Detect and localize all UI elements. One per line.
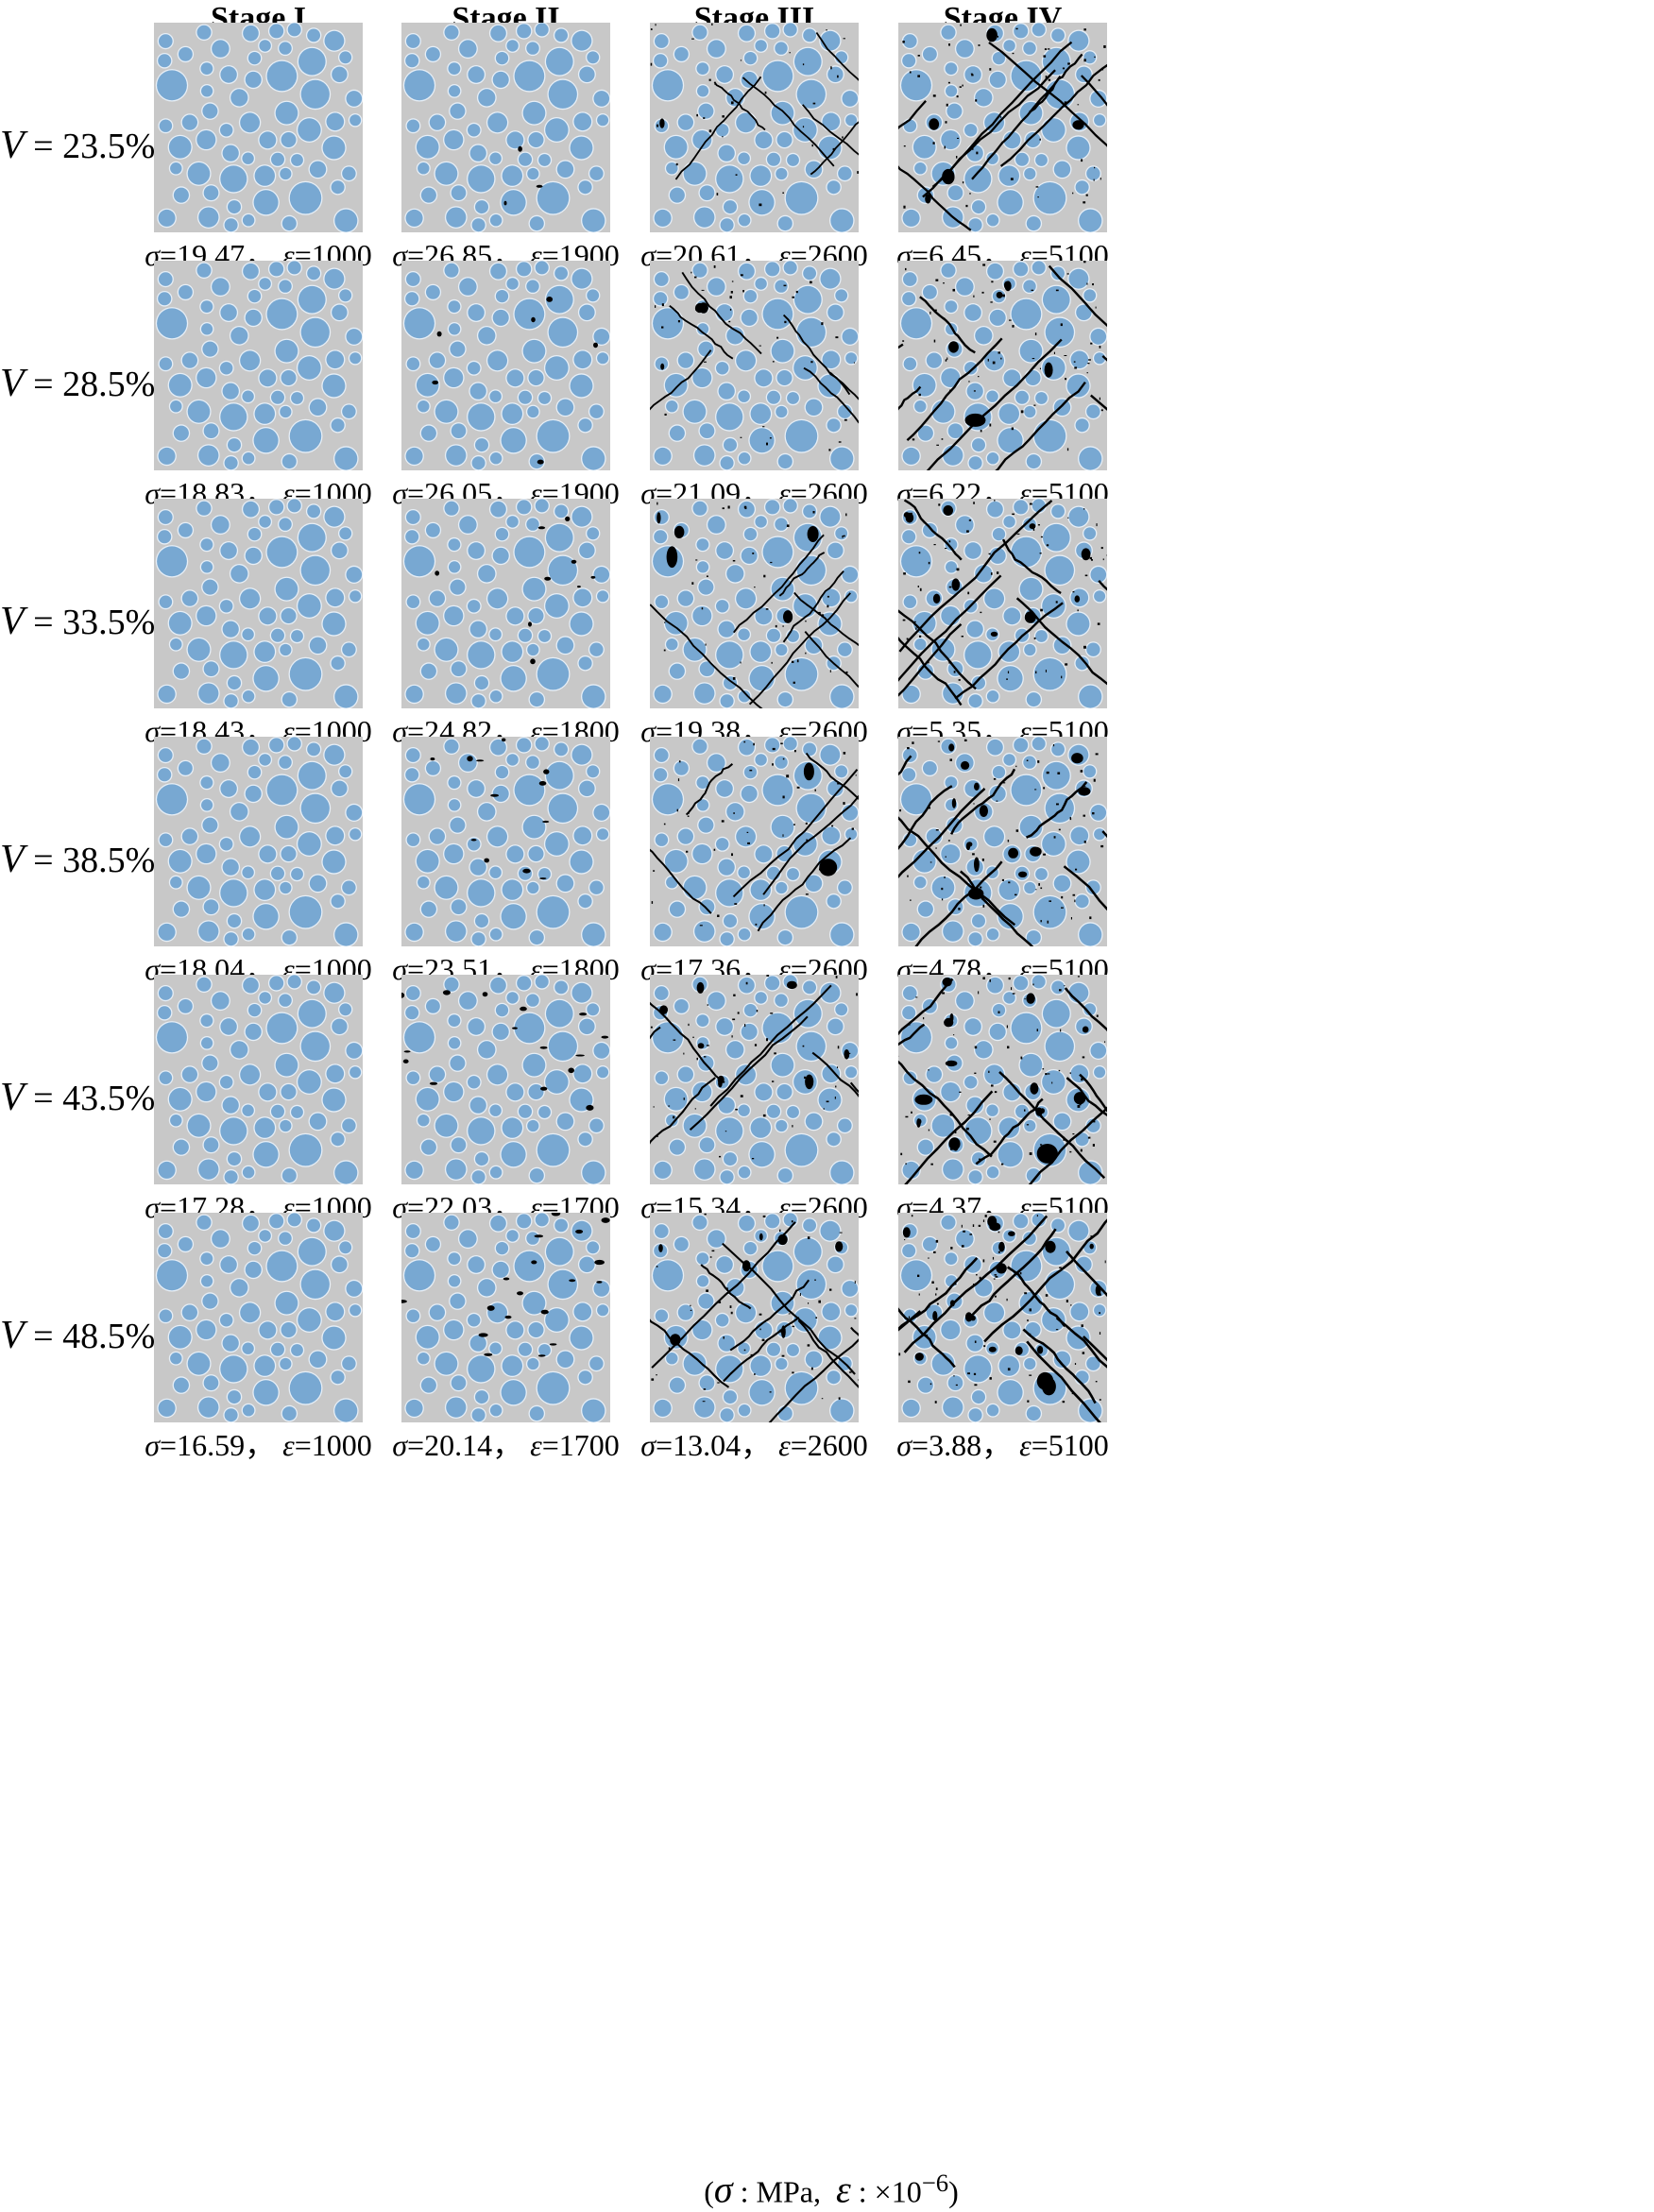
damage-panel [401, 23, 610, 232]
damage-panel [401, 261, 610, 470]
strain-value: 5100 [1049, 1428, 1109, 1462]
volume-value: = 23.5% [33, 127, 155, 166]
damage-panel [401, 499, 610, 708]
damage-panel [898, 737, 1107, 946]
specimen-image [898, 737, 1107, 946]
stress-value: 20.14 [424, 1428, 492, 1462]
specimen-image [154, 23, 363, 232]
specimen-image [898, 1213, 1107, 1422]
volume-value: = 38.5% [33, 841, 155, 880]
damage-panel [898, 261, 1107, 470]
damage-panel [154, 975, 363, 1184]
damage-panel [650, 1213, 859, 1422]
damage-panel [898, 975, 1107, 1184]
damage-panel [401, 1213, 610, 1422]
specimen-image [650, 23, 859, 232]
specimen-image [154, 261, 363, 470]
stress-value: 3.88 [929, 1428, 981, 1462]
specimen-image [154, 499, 363, 708]
specimen-image [650, 499, 859, 708]
specimen-image [898, 23, 1107, 232]
volume-value: = 48.5% [33, 1317, 155, 1356]
volume-symbol: V [0, 600, 25, 643]
strain-value: 1000 [312, 1428, 372, 1462]
units-note: (σ : MPa, ε : ×10−6) [529, 2163, 1134, 2203]
specimen-image [650, 1213, 859, 1422]
specimen-image [650, 975, 859, 1184]
specimen-image [401, 499, 610, 708]
damage-panel [154, 737, 363, 946]
damage-panel [650, 23, 859, 232]
volume-symbol: V [0, 1314, 25, 1357]
specimen-image [898, 261, 1107, 470]
specimen-image [401, 261, 610, 470]
volume-symbol: V [0, 838, 25, 881]
volume-symbol: V [0, 362, 25, 405]
specimen-image [154, 1213, 363, 1422]
volume-value: = 33.5% [33, 603, 155, 642]
damage-panel [650, 499, 859, 708]
strain-value: 2600 [808, 1428, 868, 1462]
damage-panel [154, 1213, 363, 1422]
specimen-image [154, 737, 363, 946]
damage-panel [650, 737, 859, 946]
stress-value: 16.59 [177, 1428, 245, 1462]
specimen-image [650, 737, 859, 946]
specimen-image [650, 261, 859, 470]
specimen-image [898, 499, 1107, 708]
damage-panel [154, 261, 363, 470]
damage-panel [898, 23, 1107, 232]
specimen-image [401, 23, 610, 232]
stress-value: 13.04 [673, 1428, 741, 1462]
specimen-image [401, 975, 610, 1184]
damage-panel [154, 23, 363, 232]
damage-panel [154, 499, 363, 708]
damage-panel [650, 975, 859, 1184]
stress-strain-caption: σ=3.88， ε=5100 [879, 1426, 1126, 1464]
volume-symbol: V [0, 124, 25, 167]
specimen-image [154, 975, 363, 1184]
specimen-image [401, 1213, 610, 1422]
damage-panel [401, 975, 610, 1184]
specimen-image [401, 737, 610, 946]
damage-panel [401, 737, 610, 946]
volume-value: = 28.5% [33, 365, 155, 404]
stress-strain-caption: σ=13.04， ε=2600 [631, 1426, 878, 1464]
volume-symbol: V [0, 1076, 25, 1119]
stress-strain-caption: σ=20.14， ε=1700 [383, 1426, 629, 1464]
stress-strain-caption: σ=16.59， ε=1000 [135, 1426, 382, 1464]
damage-panel [650, 261, 859, 470]
specimen-image [898, 975, 1107, 1184]
volume-value: = 43.5% [33, 1079, 155, 1118]
strain-value: 1700 [559, 1428, 620, 1462]
damage-panel [898, 499, 1107, 708]
damage-panel [898, 1213, 1107, 1422]
